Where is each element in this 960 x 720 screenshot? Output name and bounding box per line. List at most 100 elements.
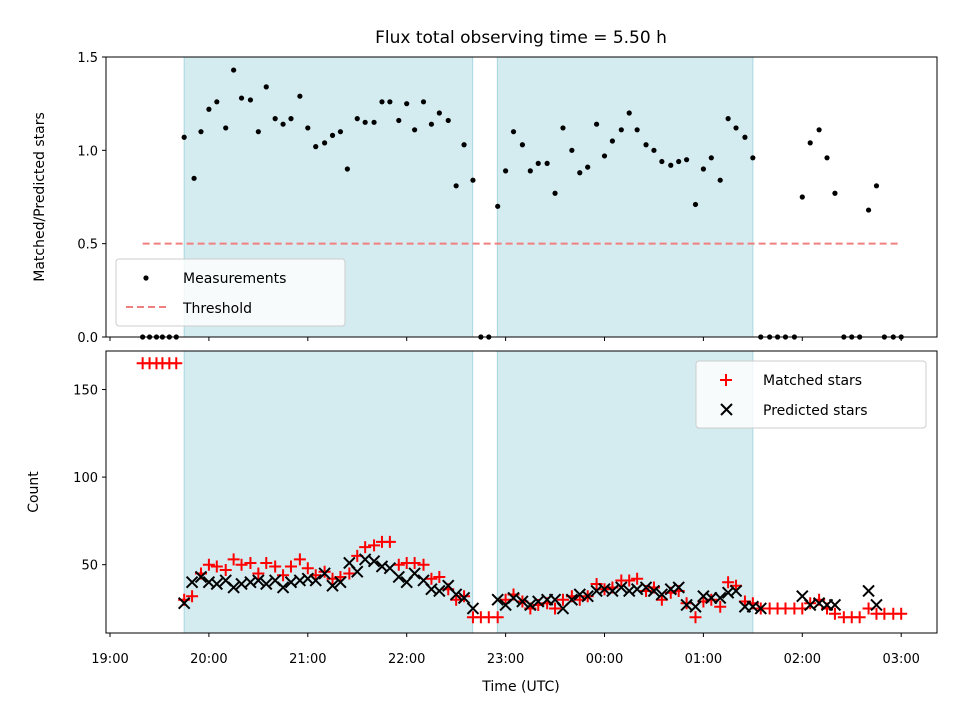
bottom-shaded-regions [183, 350, 754, 634]
measurement-point [585, 164, 591, 170]
matched-star-point [623, 574, 636, 587]
predicted-star-point [491, 593, 504, 606]
top-y-axis: 0.0 0.5 1.0 1.5 [77, 51, 106, 346]
predicted-star-point [647, 584, 661, 598]
measurement-point [733, 125, 739, 131]
measurement-point [453, 183, 459, 189]
measurement-point [807, 140, 813, 146]
measurement-point [280, 121, 286, 127]
predicted-star-point [606, 584, 619, 598]
measurement-point [191, 175, 197, 181]
matched-star-point [425, 572, 438, 585]
measurement-point [799, 194, 805, 200]
top-panel-frame [105, 56, 938, 338]
matched-star-point [252, 567, 265, 580]
matched-star-point [210, 560, 223, 573]
measurement-point [436, 110, 442, 116]
top-y-tick-label: 0.5 [77, 238, 98, 253]
predicted-star-point [714, 591, 727, 605]
bottom-legend: Matched stars Predicted stars [695, 360, 927, 429]
x-tick-label: 21:00 [289, 652, 326, 667]
bottom-x-axis: 19:00 20:00 21:00 22:00 23:00 00:00 01:00 02:00… [91, 633, 920, 667]
predicted-star-point [334, 575, 347, 589]
predicted-star-point [318, 567, 331, 580]
measurement-point [404, 101, 410, 107]
predicted-star-point [367, 554, 381, 568]
measurement-point [692, 201, 699, 208]
x-tick-label: 23:00 [487, 652, 524, 667]
legend-measurements-label: Measurements [183, 271, 286, 287]
measurement-point [683, 157, 690, 163]
predicted-star-point [729, 584, 743, 598]
measurement-point [305, 125, 311, 131]
measurement-point [255, 129, 261, 135]
matched-star-point [458, 590, 471, 603]
predicted-star-point [276, 581, 290, 594]
top-y-tick-label: 1.0 [77, 144, 98, 159]
measurement-point [329, 132, 336, 138]
top-legend: Measurements Threshold [115, 258, 346, 327]
matched-star-point [301, 562, 314, 575]
measurement-point [725, 116, 731, 122]
measurement-point [601, 153, 608, 159]
matched-star-point [714, 600, 727, 613]
matched-star-point [244, 556, 257, 569]
matched-star-point [722, 576, 735, 589]
measurement-point [626, 110, 632, 116]
measurement-point [676, 158, 682, 165]
predicted-star-point [615, 581, 628, 594]
bottom-y-axis-label: Count [26, 471, 42, 513]
matched-star-point [227, 553, 240, 566]
legend-predicted-marker [720, 403, 733, 416]
matched-star-point [219, 563, 232, 576]
measurement-point [297, 93, 303, 99]
x-tick-label: 22:00 [388, 652, 425, 667]
measurement-point [609, 138, 616, 144]
measurement-point [313, 144, 319, 150]
measurement-point [337, 129, 344, 135]
measurement-point [428, 121, 435, 127]
bottom-panel: 50 100 150 19:00 20:00 21:00 22:00 23:00 00:00 0… [26, 350, 938, 695]
bottom-y-tick-label: 50 [81, 559, 98, 574]
measurement-point [198, 129, 204, 135]
predicted-star-point [565, 593, 579, 606]
bottom-y-tick-label: 100 [73, 471, 98, 486]
measurement-point [873, 183, 880, 189]
predicted-star-point [655, 588, 669, 601]
measurement-point [379, 99, 385, 105]
predicted-star-point [689, 600, 702, 613]
matched-star-point [368, 539, 381, 552]
predicted-star-point [828, 598, 842, 612]
measurement-point [288, 116, 294, 122]
predicted-star-point [705, 591, 718, 605]
measurement-point [527, 168, 533, 174]
measurement-point [659, 158, 665, 165]
measurement-point [214, 99, 220, 105]
measurement-point [503, 168, 509, 174]
bottom-legend-box [695, 360, 927, 429]
chart-title: Flux total observing time = 5.50 h [375, 28, 667, 48]
matched-star-point [631, 572, 644, 585]
measurement-point [470, 177, 476, 183]
bottom-panel-frame [105, 350, 938, 634]
matched-star-point [383, 535, 396, 548]
predicted-star-point [433, 584, 446, 598]
legend-matched-label: Matched stars [763, 373, 862, 389]
measurement-point [396, 117, 402, 124]
measurement-point [824, 155, 830, 161]
legend-threshold-label: Threshold [182, 301, 252, 317]
bottom-y-axis: 50 100 150 [73, 384, 106, 574]
top-y-tick-label: 0.0 [77, 331, 98, 346]
predicted-star-point [309, 574, 322, 587]
measurement-point [181, 134, 187, 140]
matched-star-point [260, 556, 273, 569]
predicted-star-point [754, 602, 767, 615]
matched-star-point [895, 607, 908, 620]
predicted-star-point [185, 575, 199, 589]
measurement-point [832, 190, 838, 196]
predicted-star-point [449, 588, 463, 601]
measurement-point [445, 117, 451, 124]
measurement-point [708, 155, 714, 161]
measurement-point [651, 147, 657, 153]
